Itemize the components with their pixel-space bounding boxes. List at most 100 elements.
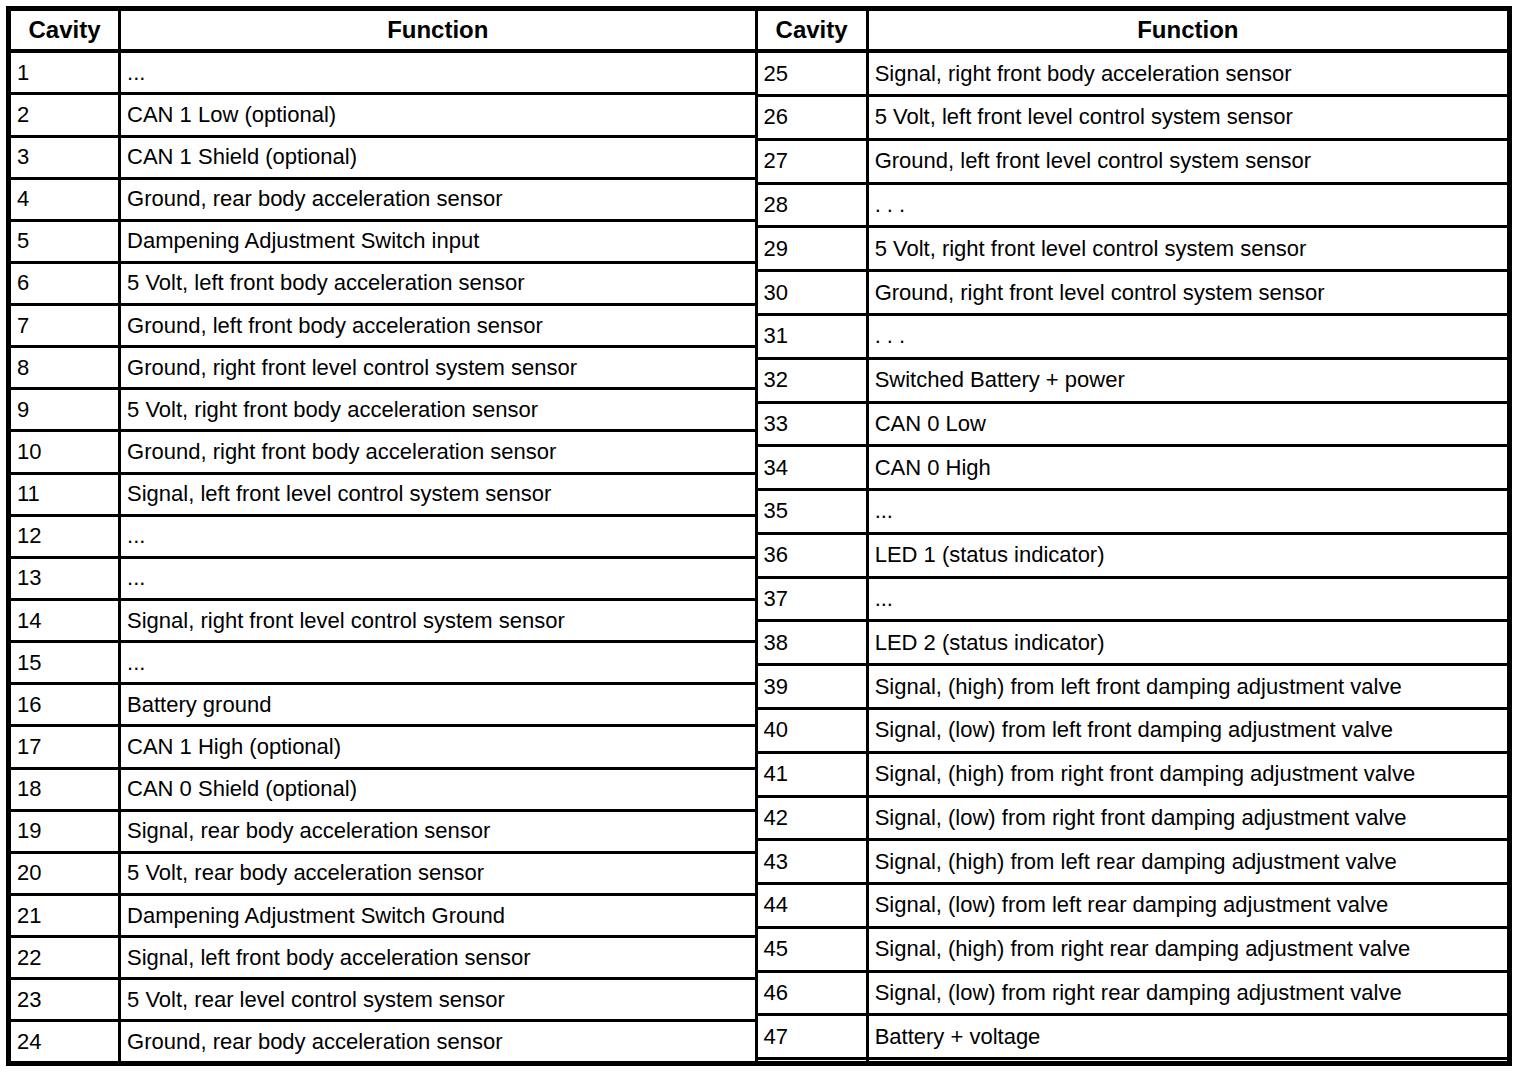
cavity-cell: 6: [11, 262, 120, 304]
table-row: 12...: [11, 515, 755, 557]
function-cell: ...: [120, 557, 755, 599]
table-row: 30Ground, right front level control syst…: [756, 271, 1507, 315]
function-cell: Signal, (high) from right rear damping a…: [867, 927, 1507, 971]
table-row: 10Ground, right front body acceleration …: [11, 431, 755, 473]
table-row: 39Signal, (high) from left front damping…: [756, 665, 1507, 709]
table-row: 35...: [756, 490, 1507, 534]
function-cell: Signal, (high) from left rear damping ad…: [867, 840, 1507, 884]
function-cell: Signal, (low) from right front damping a…: [867, 796, 1507, 840]
cavity-cell: 28: [756, 183, 867, 227]
table-row: 33CAN 0 Low: [756, 402, 1507, 446]
cavity-cell: 36: [756, 533, 867, 577]
function-header: Function: [120, 11, 755, 51]
function-cell: . . .: [867, 183, 1507, 227]
function-cell: Switched Battery + power: [867, 358, 1507, 402]
table-row: 25Signal, right front body acceleration …: [756, 51, 1507, 96]
function-cell: ...: [867, 577, 1507, 621]
table-row: 2CAN 1 Low (optional): [11, 94, 755, 136]
table-right: Cavity Function 25Signal, right front bo…: [755, 11, 1507, 1061]
cavity-cell: 3: [11, 136, 120, 178]
cavity-cell: 27: [756, 139, 867, 183]
cavity-cell: 44: [756, 884, 867, 928]
cavity-cell: 39: [756, 665, 867, 709]
cavity-cell: 17: [11, 726, 120, 768]
function-cell: Signal, rear body acceleration sensor: [120, 810, 755, 852]
cavity-cell: 31: [756, 314, 867, 358]
function-cell: Battery ground: [120, 684, 755, 726]
function-cell: ...: [120, 515, 755, 557]
function-cell: CAN 1 Shield (optional): [120, 136, 755, 178]
function-cell: CAN 0 High: [867, 446, 1507, 490]
cavity-header: Cavity: [756, 11, 867, 51]
table-row: 235 Volt, rear level control system sens…: [11, 979, 755, 1021]
cavity-cell: 25: [756, 51, 867, 96]
function-cell: Signal, left front body acceleration sen…: [120, 937, 755, 979]
function-cell: 5 Volt, rear body acceleration sensor: [120, 852, 755, 894]
function-cell: Battery + voltage: [867, 1015, 1507, 1059]
table-row: 22Signal, left front body acceleration s…: [11, 937, 755, 979]
table-row: 13...: [11, 557, 755, 599]
cavity-header: Cavity: [11, 11, 120, 51]
function-cell: ...: [120, 642, 755, 684]
table-row: 11Signal, left front level control syste…: [11, 473, 755, 515]
table-row: 44Signal, (low) from left rear damping a…: [756, 884, 1507, 928]
function-cell: CAN 0 Low: [867, 402, 1507, 446]
cavity-cell: 1: [11, 51, 120, 94]
function-cell: Ground, right front level control system…: [120, 347, 755, 389]
table-row: 37...: [756, 577, 1507, 621]
header-row: Cavity Function: [756, 11, 1507, 51]
cavity-cell: 12: [11, 515, 120, 557]
table-row: 14Signal, right front level control syst…: [11, 600, 755, 642]
cavity-cell: 5: [11, 220, 120, 262]
table-row: 28. . .: [756, 183, 1507, 227]
cavity-cell: 9: [11, 389, 120, 431]
function-cell: . . .: [867, 314, 1507, 358]
table-row: 65 Volt, left front body acceleration se…: [11, 262, 755, 304]
cavity-cell: 8: [11, 347, 120, 389]
table-left-head: Cavity Function: [11, 11, 755, 51]
table-row: 17CAN 1 High (optional): [11, 726, 755, 768]
cavity-cell: 16: [11, 684, 120, 726]
cavity-cell: 14: [11, 600, 120, 642]
cavity-cell: 43: [756, 840, 867, 884]
table-row: 43Signal, (high) from left rear damping …: [756, 840, 1507, 884]
function-cell: Ground, rear body acceleration sensor: [120, 178, 755, 220]
cavity-cell: 47: [756, 1015, 867, 1059]
function-cell: ...: [867, 490, 1507, 534]
table-row: 4Ground, rear body acceleration sensor: [11, 178, 755, 220]
table-row: 47Battery + voltage: [756, 1015, 1507, 1059]
function-cell: 5 Volt, right front level control system…: [867, 227, 1507, 271]
table-row: 5Dampening Adjustment Switch input: [11, 220, 755, 262]
function-cell: 5 Volt, left front body acceleration sen…: [120, 262, 755, 304]
cavity-cell: 41: [756, 752, 867, 796]
table-row: 1...: [11, 51, 755, 94]
table-row: 3CAN 1 Shield (optional): [11, 136, 755, 178]
function-cell: Signal, (high) from right front damping …: [867, 752, 1507, 796]
cavity-cell: 10: [11, 431, 120, 473]
table-row: 18CAN 0 Shield (optional): [11, 768, 755, 810]
cavity-cell: 18: [11, 768, 120, 810]
cavity-cell: 19: [11, 810, 120, 852]
function-cell: CAN 1 High (optional): [120, 726, 755, 768]
cavity-cell: 24: [11, 1021, 120, 1061]
table-row: 27Ground, left front level control syste…: [756, 139, 1507, 183]
cavity-cell: 20: [11, 852, 120, 894]
function-cell: CAN 1 Low (optional): [120, 94, 755, 136]
function-cell: Dampening Adjustment Switch Ground: [120, 895, 755, 937]
cavity-cell: 13: [11, 557, 120, 599]
cavity-cell: 29: [756, 227, 867, 271]
table-right-body: 25Signal, right front body acceleration …: [756, 51, 1507, 1061]
table-row: 31. . .: [756, 314, 1507, 358]
function-cell: Dampening Adjustment Switch input: [120, 220, 755, 262]
table-row: 45Signal, (high) from right rear damping…: [756, 927, 1507, 971]
cavity-cell: 33: [756, 402, 867, 446]
function-cell: Signal, (high) from left front damping a…: [867, 665, 1507, 709]
table-row: 36LED 1 (status indicator): [756, 533, 1507, 577]
function-cell: [867, 1059, 1507, 1061]
table-row: 8Ground, right front level control syste…: [11, 347, 755, 389]
cavity-cell: 37: [756, 577, 867, 621]
table-row: 21Dampening Adjustment Switch Ground: [11, 895, 755, 937]
cavity-cell: 45: [756, 927, 867, 971]
function-cell: Ground, right front level control system…: [867, 271, 1507, 315]
function-cell: 5 Volt, left front level control system …: [867, 96, 1507, 140]
